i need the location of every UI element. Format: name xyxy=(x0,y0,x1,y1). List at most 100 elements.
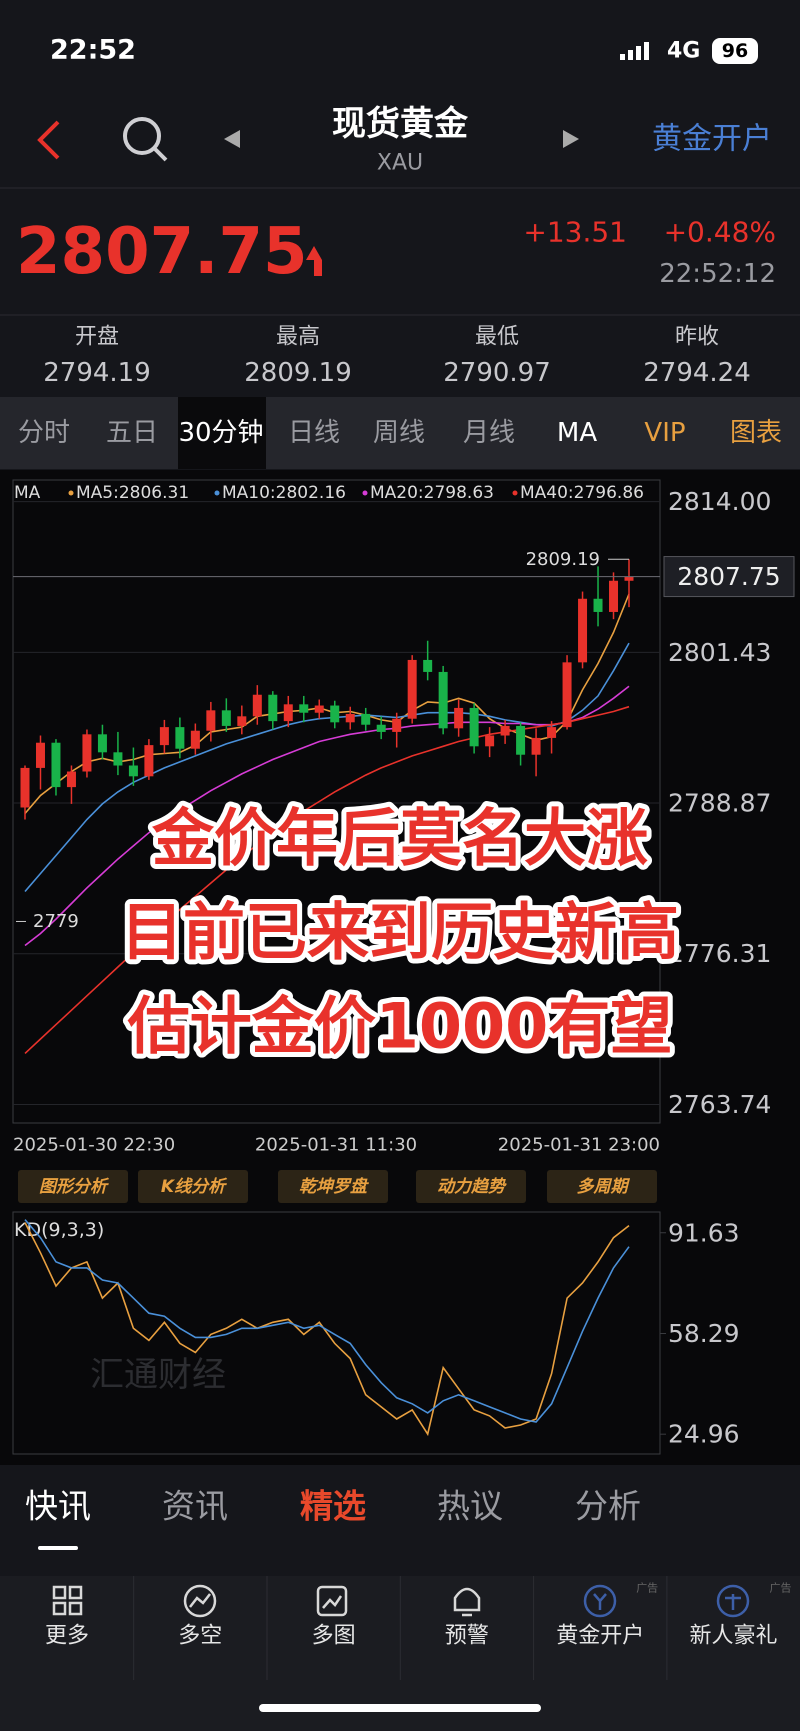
prev-symbol[interactable] xyxy=(224,130,240,148)
candle-body xyxy=(345,713,355,723)
caption-line: 目前已来到历史新高 xyxy=(121,896,679,969)
news-tab[interactable]: 分析 xyxy=(575,1487,641,1526)
candle-body xyxy=(624,576,634,581)
candle-body xyxy=(469,707,479,747)
candle-body xyxy=(407,659,417,719)
candle-body xyxy=(20,767,30,808)
candle-body xyxy=(66,771,76,788)
search-button[interactable] xyxy=(123,117,168,162)
tool-button-label[interactable]: K线分析 xyxy=(161,1177,228,1197)
stat-value: 2809.19 xyxy=(244,358,352,388)
symbol-code: XAU xyxy=(377,151,423,176)
kd-tick-label: 58.29 xyxy=(668,1319,740,1348)
stat-label: 最低 xyxy=(475,325,519,350)
tool-button[interactable] xyxy=(138,1170,248,1203)
kd-line xyxy=(24,1222,630,1437)
news-tab[interactable]: 精选 xyxy=(300,1487,366,1526)
tool-button[interactable] xyxy=(18,1170,128,1203)
candle-body xyxy=(159,727,169,746)
period-tab[interactable]: 分时 xyxy=(18,418,70,448)
price-change-percent: +0.48% xyxy=(664,216,776,249)
candle-body xyxy=(578,598,588,663)
next-symbol[interactable] xyxy=(563,130,579,148)
y-tick-label: 2776.31 xyxy=(668,939,771,968)
last-price: 2807.75 xyxy=(16,215,308,289)
candle-body xyxy=(35,742,45,768)
news-tabs: 快讯 资讯 精选 热议 分析 xyxy=(25,1487,641,1526)
candle-body xyxy=(268,694,278,722)
stat-label: 最高 xyxy=(276,325,320,350)
ma-legend-entry: MA20:2798.63 xyxy=(370,483,494,503)
nav-label[interactable]: 多空 xyxy=(178,1624,222,1649)
news-tab[interactable]: 资讯 xyxy=(162,1487,228,1526)
battery-level: 96 xyxy=(722,40,748,62)
nav-label[interactable]: 预警 xyxy=(445,1624,489,1649)
nav-label[interactable]: 更多 xyxy=(45,1624,89,1649)
x-axis-label: 2025-01-30 22:30 xyxy=(13,1135,175,1156)
caption-line: 金价年后莫名大涨 xyxy=(151,802,648,875)
status-time: 22:52 xyxy=(50,35,136,66)
watermark: 汇通财经 xyxy=(90,1355,226,1395)
period-tab[interactable]: 日线 xyxy=(288,418,340,448)
candle-body xyxy=(423,659,433,672)
period-tabs-bar xyxy=(0,397,800,469)
nav-label[interactable]: 新人豪礼 xyxy=(689,1624,777,1649)
kd-line xyxy=(24,1219,630,1423)
period-tab[interactable]: VIP xyxy=(644,418,685,448)
network-type: 4G xyxy=(667,39,700,64)
period-tab[interactable]: 五日 xyxy=(106,418,158,448)
period-tab[interactable]: 月线 xyxy=(463,418,515,448)
candle-body xyxy=(206,710,216,731)
candle-body xyxy=(361,713,371,725)
open-account-link[interactable]: 黄金开户 xyxy=(652,122,772,157)
ma-line xyxy=(24,705,630,1054)
stats: 开盘 2794.19 最高 2809.19 最低 2790.97 昨收 2794.24 xyxy=(43,325,751,389)
tool-button-label[interactable]: 图形分析 xyxy=(39,1177,110,1197)
plot: 2814.00 2801.43 2788.87 2776.31 2763.74 MA MA5… xyxy=(13,483,795,1449)
candle-body xyxy=(237,716,247,726)
ma-legend-title: MA xyxy=(14,483,41,503)
candle-body xyxy=(392,718,402,732)
tool-button[interactable] xyxy=(547,1170,657,1203)
stat-value: 2790.97 xyxy=(443,358,551,388)
tool-button[interactable] xyxy=(416,1170,526,1203)
candle-body xyxy=(314,705,324,713)
candle-body xyxy=(454,707,464,729)
ma-legend-entry: MA5:2806.31 xyxy=(76,483,189,503)
news-tab[interactable]: 热议 xyxy=(437,1487,503,1526)
y-tick-label: 2763.74 xyxy=(668,1090,771,1119)
current-price-label: 2807.75 xyxy=(677,562,780,591)
active-tab-bg xyxy=(178,397,266,469)
candle-body xyxy=(221,710,231,726)
x-axis-label: 2025-01-31 23:00 xyxy=(498,1135,660,1156)
tool-button-label[interactable]: 动力趋势 xyxy=(437,1177,507,1197)
price-change: +13.51 xyxy=(523,216,627,249)
tool-button-label[interactable]: 多周期 xyxy=(577,1177,631,1197)
kd-tick-label: 91.63 xyxy=(668,1218,740,1247)
candle-body xyxy=(113,752,123,766)
tool-button[interactable] xyxy=(278,1170,388,1203)
tool-button-label[interactable]: 乾坤罗盘 xyxy=(299,1177,370,1197)
candle-body xyxy=(128,765,138,777)
back-button[interactable] xyxy=(37,120,60,160)
period-tab[interactable]: 30分钟 xyxy=(178,418,263,448)
legend-dot xyxy=(214,490,220,496)
kd-tick-label: 24.96 xyxy=(668,1420,740,1449)
candle-body xyxy=(97,734,107,753)
period-tab[interactable]: MA xyxy=(557,418,597,448)
period-tabs: 分时 五日 30分钟 日线 周线 月线 MA VIP 图表 xyxy=(18,418,782,448)
candle-body xyxy=(252,694,262,717)
ma-legend-entry: MA10:2802.16 xyxy=(222,483,346,503)
nav-label[interactable]: 多图 xyxy=(312,1624,356,1649)
candle-body xyxy=(190,730,200,749)
period-tab[interactable]: 周线 xyxy=(373,418,425,448)
candle-body xyxy=(609,580,619,612)
nav-label[interactable]: 黄金开户 xyxy=(556,1624,644,1649)
candle-body xyxy=(175,727,185,749)
candle-body xyxy=(531,737,541,755)
period-tab[interactable]: 图表 xyxy=(730,418,782,448)
news-tab[interactable]: 快讯 xyxy=(25,1487,91,1526)
battery-icon xyxy=(712,38,758,64)
